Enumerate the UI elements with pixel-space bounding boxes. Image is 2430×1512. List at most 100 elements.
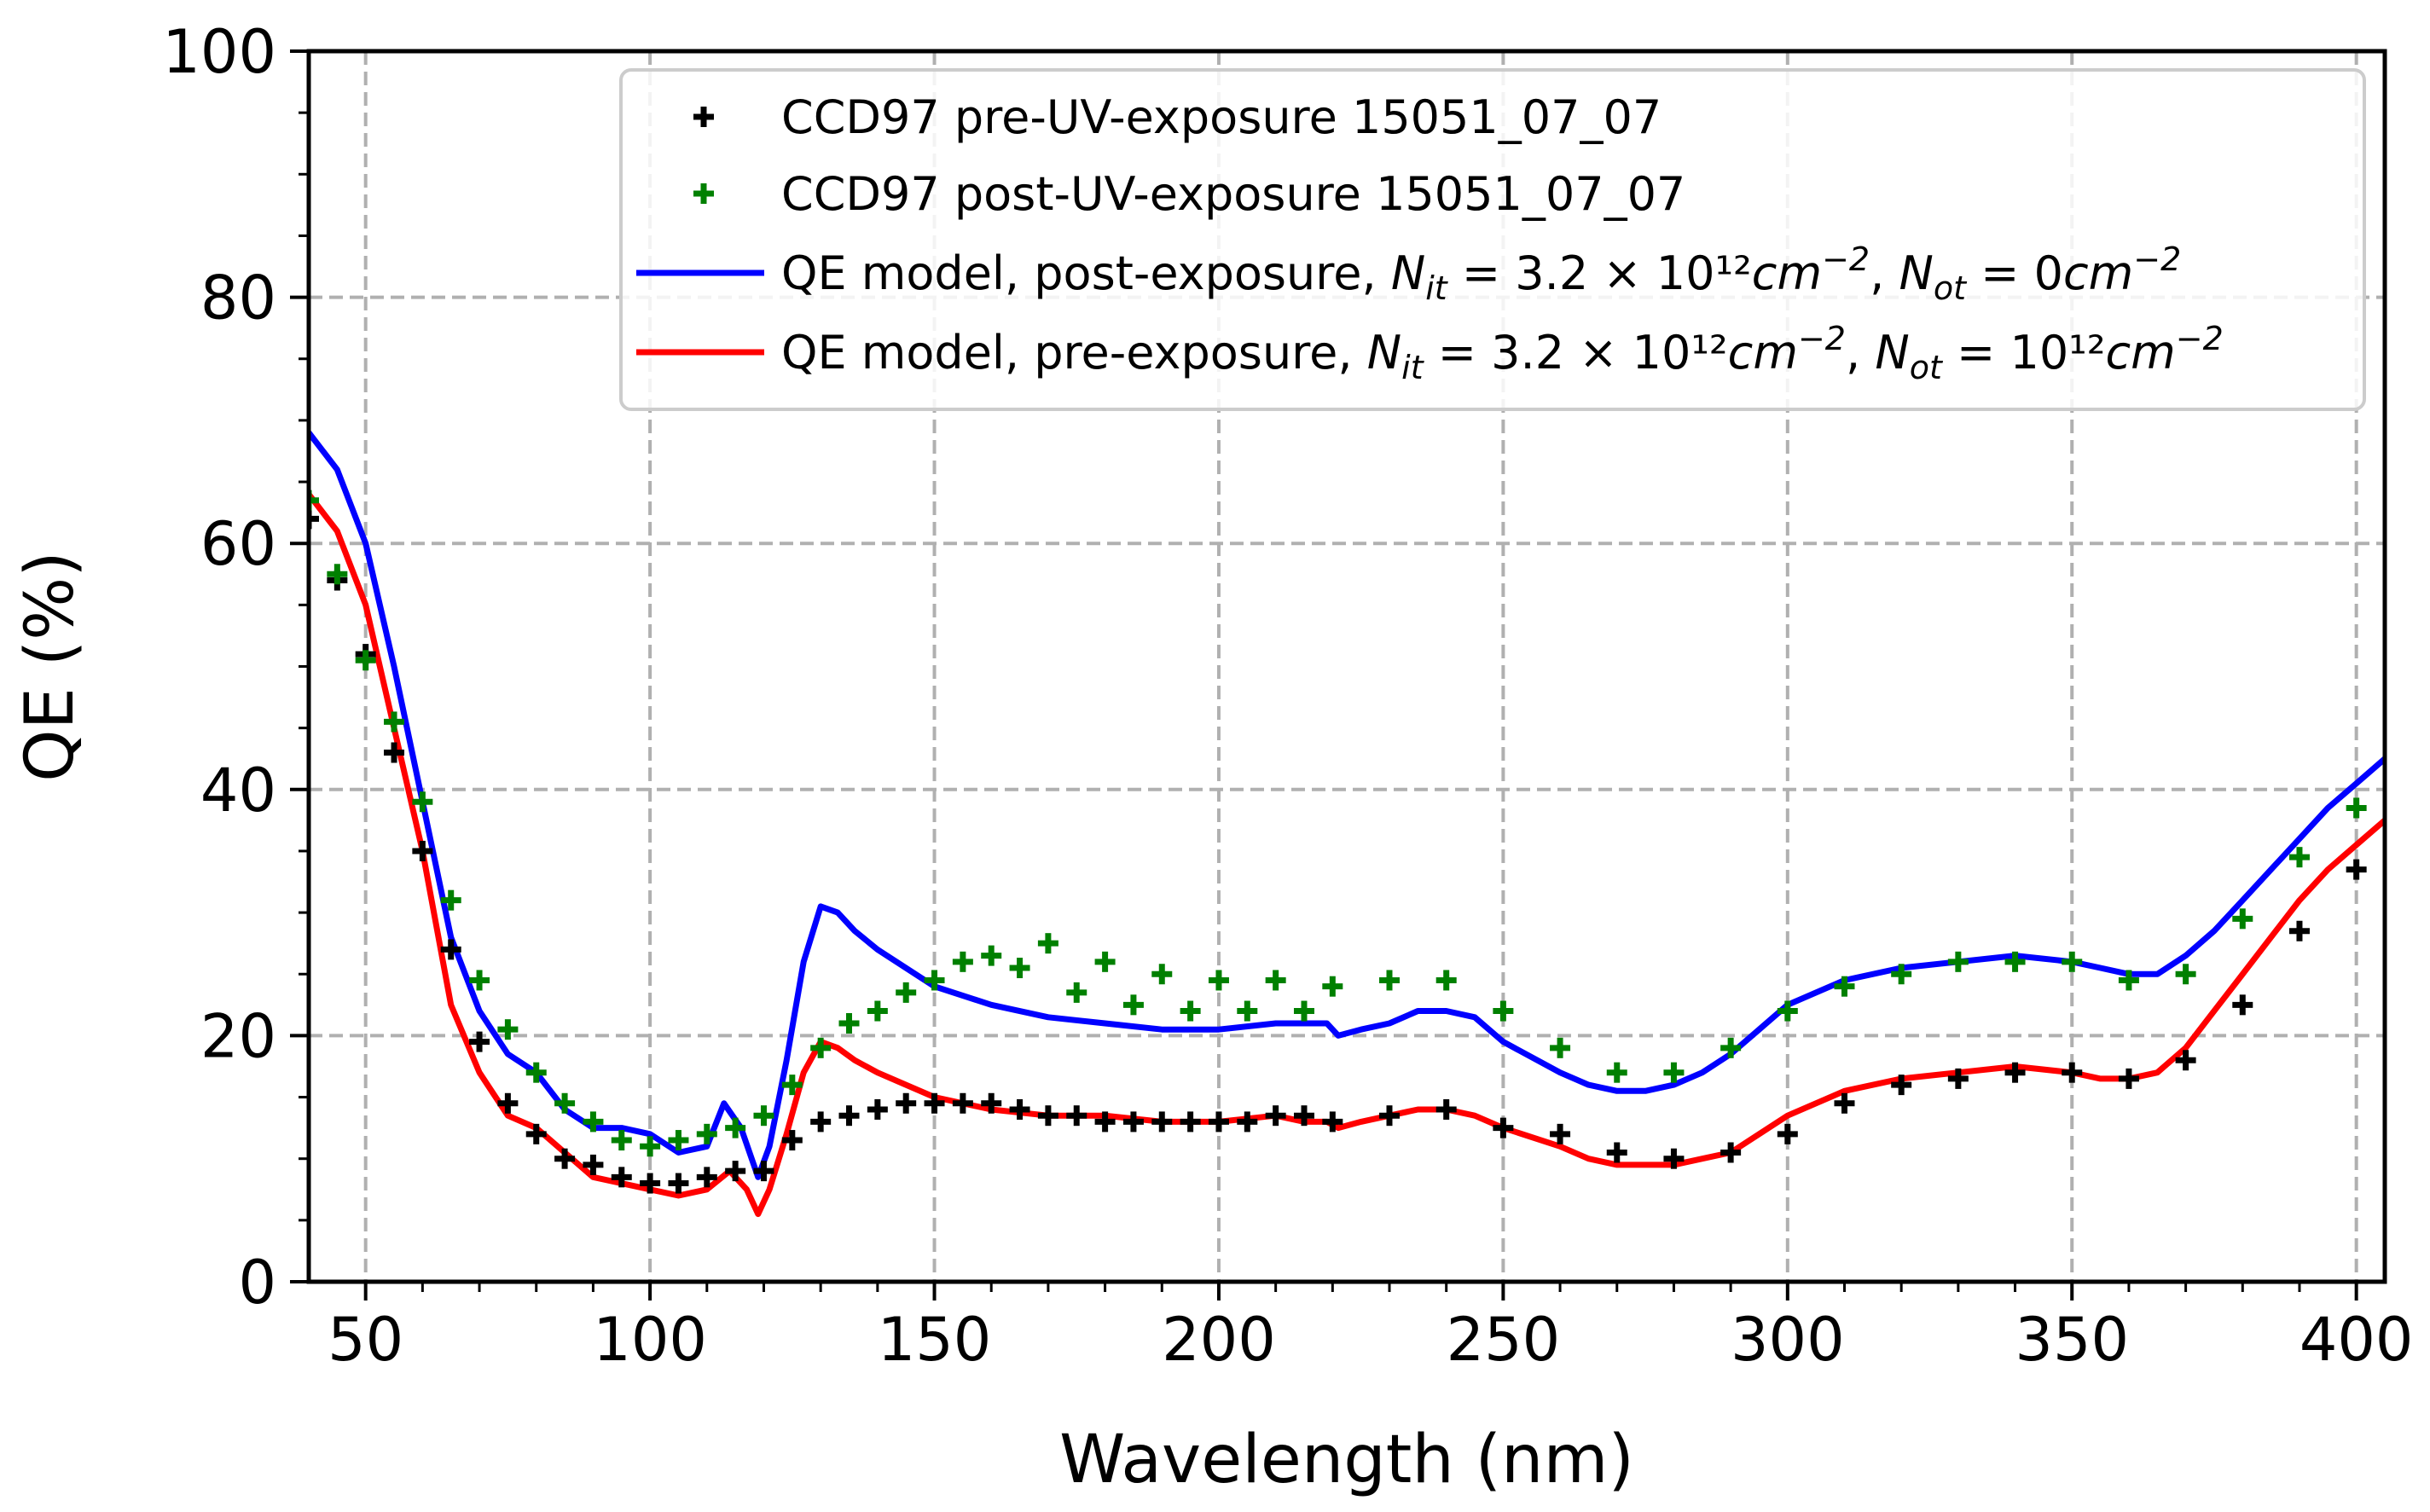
data-point — [1720, 1037, 1742, 1058]
y-axis-label: QE (%) — [12, 551, 89, 781]
data-point — [1550, 1123, 1571, 1144]
data-point — [2118, 970, 2139, 991]
y-tick-label: 40 — [200, 756, 276, 826]
data-point — [1180, 1111, 1201, 1133]
data-point — [412, 791, 433, 813]
data-point — [1322, 1111, 1343, 1133]
data-point — [2346, 859, 2367, 880]
data-point — [1606, 1062, 1627, 1083]
data-point — [2118, 1068, 2139, 1089]
legend-label-part: N — [1899, 246, 1933, 300]
y-tick-label: 0 — [238, 1248, 276, 1318]
data-point — [1550, 1037, 1571, 1058]
data-point — [1066, 982, 1087, 1003]
x-axis-label: Wavelength (nm) — [1059, 1422, 1634, 1498]
data-point — [1379, 970, 1401, 991]
legend-label-part: N — [1875, 326, 1909, 379]
data-point — [1435, 1098, 1457, 1120]
data-point — [309, 490, 319, 511]
legend-label-part: −2 — [2133, 240, 2181, 278]
data-point — [1834, 976, 1855, 997]
data-point — [810, 1037, 832, 1058]
legend-label-part: N — [1391, 246, 1425, 300]
legend-label: CCD97 post-UV-exposure 15051_07_07 — [781, 167, 1685, 221]
data-point — [554, 1092, 576, 1114]
data-point — [1009, 1098, 1030, 1120]
legend-label-part: , — [1870, 246, 1899, 300]
data-point — [924, 1092, 945, 1114]
data-point — [1834, 1092, 1855, 1114]
legend-label-part: cm — [2063, 246, 2133, 300]
data-point — [1663, 1148, 1685, 1169]
data-point — [327, 564, 348, 585]
data-point — [1122, 1111, 1144, 1133]
legend-label-part: = 3.2 × 10¹² — [1424, 326, 1728, 379]
data-point — [554, 1148, 576, 1169]
data-point — [753, 1105, 774, 1127]
data-point — [309, 508, 319, 530]
data-point — [1151, 964, 1173, 985]
data-point — [696, 1123, 717, 1144]
data-point — [1777, 1123, 1798, 1144]
x-tick-label: 50 — [328, 1305, 403, 1375]
data-point — [896, 982, 917, 1003]
data-point — [1066, 1105, 1087, 1127]
data-point — [725, 1161, 746, 1182]
data-point — [1435, 970, 1457, 991]
data-point — [896, 1092, 917, 1114]
data-point — [1122, 994, 1144, 1016]
legend-label-part: −2 — [1822, 240, 1870, 278]
legend-label-part: it — [1401, 349, 1425, 386]
legend-label-part: QE model, post-exposure, — [781, 246, 1391, 300]
data-point — [384, 711, 405, 733]
data-point — [753, 1161, 774, 1182]
y-tick-label: 100 — [162, 17, 276, 87]
data-point — [725, 1117, 746, 1138]
data-point — [2004, 1062, 2026, 1083]
data-point — [2232, 994, 2253, 1016]
legend-label-part: ot — [1934, 269, 1968, 307]
data-point — [1493, 1117, 1514, 1138]
data-point — [1379, 1105, 1401, 1127]
legend-label-part: cm — [2105, 326, 2175, 379]
data-point — [838, 1105, 860, 1127]
data-point — [981, 945, 1002, 966]
data-point — [1322, 976, 1343, 997]
data-point — [668, 1130, 689, 1151]
data-point — [1208, 1111, 1229, 1133]
legend-label: QE model, post-exposure, Nit = 3.2 × 10¹… — [781, 240, 2181, 307]
x-tick-label: 100 — [593, 1305, 707, 1375]
data-point — [1037, 1105, 1058, 1127]
data-point — [412, 840, 433, 861]
data-point — [668, 1173, 689, 1194]
data-point — [1947, 1068, 1969, 1089]
data-point — [1947, 951, 1969, 972]
legend-label-part: cm — [1752, 246, 1822, 300]
data-series — [309, 431, 2385, 1218]
data-point — [2175, 1050, 2196, 1071]
data-point — [525, 1123, 547, 1144]
data-point — [497, 1092, 519, 1114]
data-point — [781, 1130, 803, 1151]
data-point — [2062, 951, 2083, 972]
legend-label-part: −2 — [1798, 320, 1846, 357]
x-tick-label: 200 — [1162, 1305, 1276, 1375]
legend-label-part: = 10¹² — [1942, 326, 2106, 379]
data-point — [2232, 908, 2253, 930]
legend-label-part: QE model, pre-exposure, — [781, 326, 1367, 379]
data-point — [1891, 1075, 1912, 1096]
legend-label-part: N — [1367, 326, 1401, 379]
data-point — [1037, 933, 1058, 954]
scatter-series-0 — [309, 508, 2367, 1194]
data-point — [867, 1098, 888, 1120]
x-tick-label: 250 — [1447, 1305, 1561, 1375]
data-point — [1891, 964, 1912, 985]
data-point — [640, 1136, 661, 1157]
data-point — [1151, 1111, 1173, 1133]
data-point — [696, 1167, 717, 1188]
data-point — [384, 742, 405, 763]
legend-label-part: −2 — [2176, 320, 2224, 357]
data-point — [583, 1111, 604, 1133]
data-point — [1237, 1000, 1258, 1022]
